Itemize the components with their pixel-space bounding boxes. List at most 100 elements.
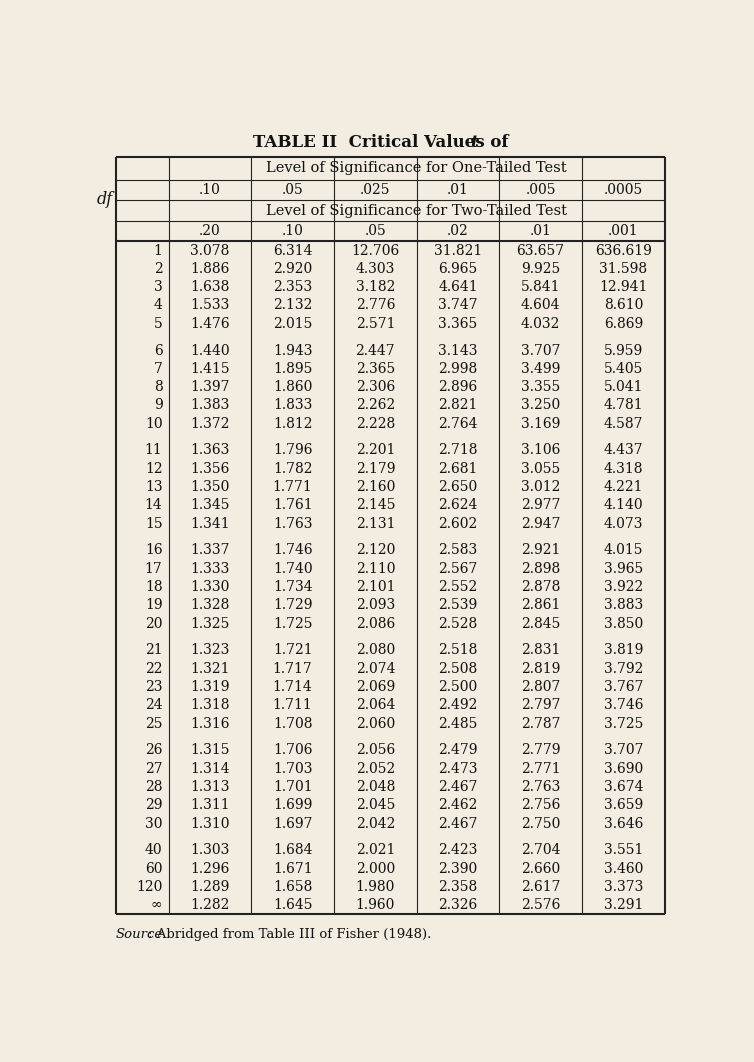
Text: 2.998: 2.998 xyxy=(438,362,477,376)
Text: 2.861: 2.861 xyxy=(521,598,560,613)
Text: 2.624: 2.624 xyxy=(438,498,478,512)
Text: 2.764: 2.764 xyxy=(438,416,478,431)
Text: 120: 120 xyxy=(136,880,162,894)
Text: 2.617: 2.617 xyxy=(521,880,560,894)
Text: 6.869: 6.869 xyxy=(604,316,643,330)
Text: 1.345: 1.345 xyxy=(190,498,230,512)
Text: 2.807: 2.807 xyxy=(521,680,560,693)
Text: 20: 20 xyxy=(145,617,162,631)
Text: 2.201: 2.201 xyxy=(356,444,395,458)
Text: .0005: .0005 xyxy=(604,183,643,196)
Text: 4.221: 4.221 xyxy=(603,480,643,494)
Text: 1.725: 1.725 xyxy=(273,617,312,631)
Text: 1.684: 1.684 xyxy=(273,843,312,857)
Text: 1.337: 1.337 xyxy=(190,544,230,558)
Text: 2.583: 2.583 xyxy=(438,544,477,558)
Text: 31.598: 31.598 xyxy=(599,262,648,276)
Text: 3.965: 3.965 xyxy=(604,562,643,576)
Text: df: df xyxy=(97,190,113,207)
Text: 3.707: 3.707 xyxy=(521,343,560,358)
Text: 2.060: 2.060 xyxy=(356,717,395,731)
Text: 4.437: 4.437 xyxy=(603,444,643,458)
Text: 17: 17 xyxy=(145,562,162,576)
Text: 5.041: 5.041 xyxy=(603,380,643,394)
Text: 2.977: 2.977 xyxy=(521,498,560,512)
Text: 6.314: 6.314 xyxy=(273,243,312,258)
Text: 2.262: 2.262 xyxy=(356,398,395,412)
Text: 3.143: 3.143 xyxy=(438,343,478,358)
Text: 1.895: 1.895 xyxy=(273,362,312,376)
Text: 2.896: 2.896 xyxy=(438,380,477,394)
Text: 19: 19 xyxy=(145,598,162,613)
Text: 2.539: 2.539 xyxy=(438,598,477,613)
Text: 29: 29 xyxy=(145,799,162,812)
Text: 5.841: 5.841 xyxy=(521,280,560,294)
Text: .025: .025 xyxy=(360,183,391,196)
Text: 1.699: 1.699 xyxy=(273,799,312,812)
Text: Level of Significance for One-Tailed Test: Level of Significance for One-Tailed Tes… xyxy=(266,161,567,175)
Text: 4.303: 4.303 xyxy=(356,262,395,276)
Text: 2.353: 2.353 xyxy=(273,280,312,294)
Text: 1.313: 1.313 xyxy=(190,780,230,794)
Text: 21: 21 xyxy=(145,644,162,657)
Text: 3.250: 3.250 xyxy=(521,398,560,412)
Text: 3.365: 3.365 xyxy=(438,316,477,330)
Text: 1.980: 1.980 xyxy=(356,880,395,894)
Text: 3.551: 3.551 xyxy=(604,843,643,857)
Text: 1.960: 1.960 xyxy=(356,898,395,912)
Text: 2.485: 2.485 xyxy=(438,717,478,731)
Text: 2.101: 2.101 xyxy=(356,580,395,594)
Text: 5.405: 5.405 xyxy=(604,362,643,376)
Text: 2.021: 2.021 xyxy=(356,843,395,857)
Text: 3.106: 3.106 xyxy=(521,444,560,458)
Text: 2.365: 2.365 xyxy=(356,362,395,376)
Text: 1.721: 1.721 xyxy=(273,644,312,657)
Text: 2.074: 2.074 xyxy=(356,662,395,675)
Text: 2.571: 2.571 xyxy=(356,316,395,330)
Text: 22: 22 xyxy=(145,662,162,675)
Text: 3.922: 3.922 xyxy=(604,580,643,594)
Text: 1.714: 1.714 xyxy=(273,680,312,693)
Text: ∞: ∞ xyxy=(151,898,162,912)
Text: 1.796: 1.796 xyxy=(273,444,312,458)
Text: 1.350: 1.350 xyxy=(190,480,230,494)
Text: 15: 15 xyxy=(145,517,162,531)
Text: 2.921: 2.921 xyxy=(521,544,560,558)
Text: 31.821: 31.821 xyxy=(434,243,482,258)
Text: 12.941: 12.941 xyxy=(599,280,648,294)
Text: 1.363: 1.363 xyxy=(190,444,230,458)
Text: 2: 2 xyxy=(154,262,162,276)
Text: Source: Source xyxy=(116,928,163,941)
Text: 3.055: 3.055 xyxy=(521,462,560,476)
Text: 3.746: 3.746 xyxy=(603,699,643,713)
Text: 2.518: 2.518 xyxy=(438,644,478,657)
Text: 2.042: 2.042 xyxy=(356,817,395,830)
Text: 3.355: 3.355 xyxy=(521,380,560,394)
Text: 3.792: 3.792 xyxy=(604,662,643,675)
Text: 4.587: 4.587 xyxy=(603,416,643,431)
Text: 2.080: 2.080 xyxy=(356,644,395,657)
Text: 28: 28 xyxy=(145,780,162,794)
Text: 3.690: 3.690 xyxy=(604,761,643,775)
Text: 2.776: 2.776 xyxy=(356,298,395,312)
Text: 40: 40 xyxy=(145,843,162,857)
Text: 2.920: 2.920 xyxy=(273,262,312,276)
Text: 2.771: 2.771 xyxy=(521,761,560,775)
Text: .05: .05 xyxy=(282,183,304,196)
Text: 3: 3 xyxy=(154,280,162,294)
Text: 2.479: 2.479 xyxy=(438,743,478,757)
Text: 1.289: 1.289 xyxy=(190,880,230,894)
Text: 5: 5 xyxy=(154,316,162,330)
Text: 9: 9 xyxy=(154,398,162,412)
Text: 1.671: 1.671 xyxy=(273,861,312,876)
Text: 2.467: 2.467 xyxy=(438,780,478,794)
Text: 4.140: 4.140 xyxy=(603,498,643,512)
Text: 2.660: 2.660 xyxy=(521,861,560,876)
Text: 1.328: 1.328 xyxy=(190,598,230,613)
Text: 2.467: 2.467 xyxy=(438,817,478,830)
Text: 1.372: 1.372 xyxy=(190,416,230,431)
Text: .20: .20 xyxy=(199,224,221,238)
Text: 3.182: 3.182 xyxy=(356,280,395,294)
Text: 4.073: 4.073 xyxy=(603,517,643,531)
Text: .01: .01 xyxy=(447,183,469,196)
